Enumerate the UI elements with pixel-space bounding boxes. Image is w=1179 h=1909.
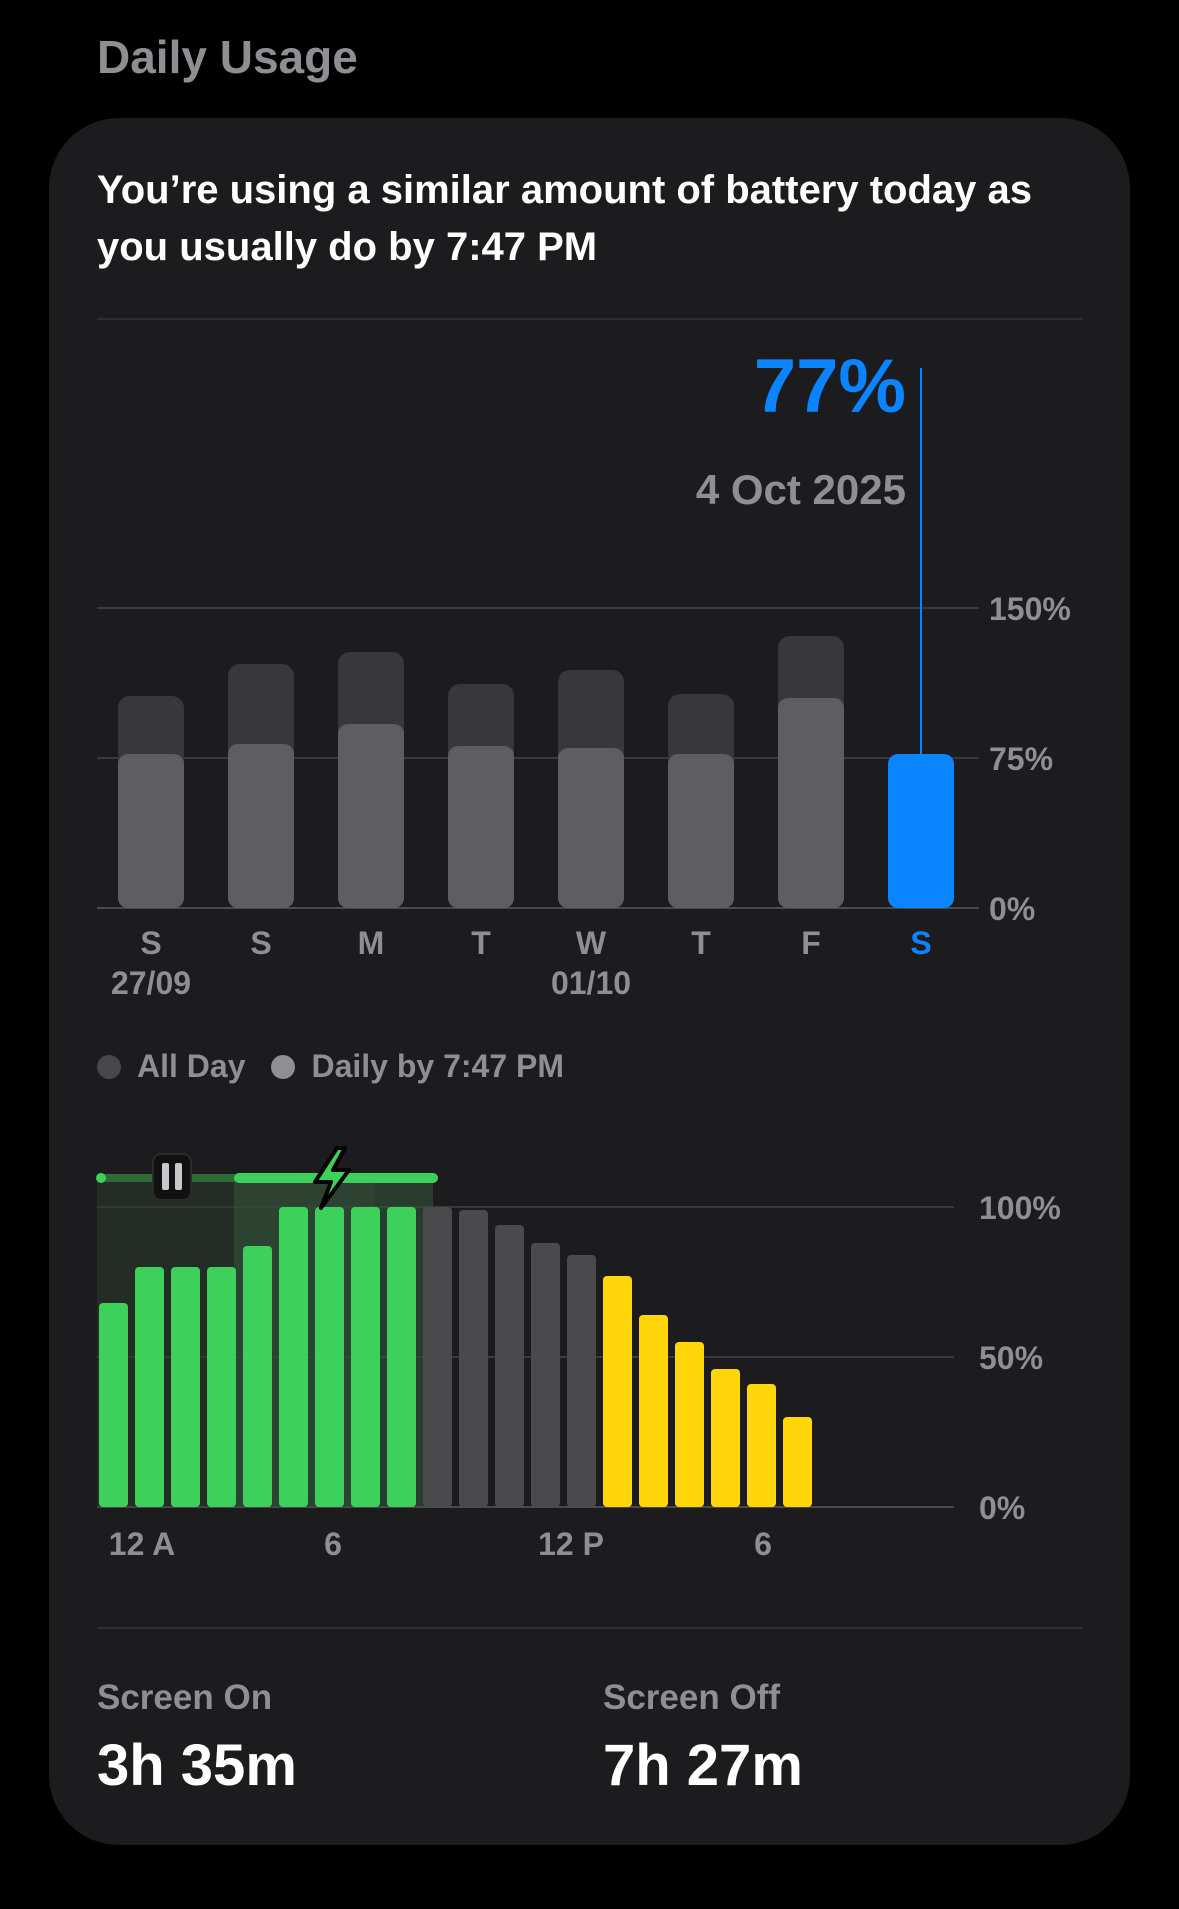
hourly-y-tick-label: 100% [979,1190,1061,1226]
legend-item-by-time: Daily by 7:47 PM [271,1048,564,1085]
selected-percent: 77% [754,344,906,429]
weekly-bar-by-time [118,754,184,908]
weekly-bar-selected [888,754,954,908]
weekly-x-tick-label: S [910,925,931,961]
pause-icon [175,1163,182,1190]
pause-icon [152,1153,192,1201]
hourly-x-tick-label: 12 P [538,1526,604,1562]
hourly-bar [135,1267,164,1507]
screen-off-label: Screen Off [603,1678,780,1717]
hourly-y-tick-label: 0% [979,1490,1025,1526]
hourly-x-tick-label: 12 A [109,1526,175,1562]
hourly-bar [387,1207,416,1507]
hourly-bar [675,1342,704,1507]
weekly-bar-by-time [668,754,734,908]
weekly-bar-by-time [778,698,844,908]
bottom-divider [97,1627,1083,1629]
hourly-bar [99,1303,128,1507]
legend-dot-by-time [271,1054,296,1079]
weekly-x-tick-label: T [691,925,711,961]
weekly-x-tick-label: S [250,925,271,961]
weekly-y-tick-label: 150% [989,591,1071,627]
screen-on-label: Screen On [97,1678,273,1717]
hourly-bar [279,1207,308,1507]
hourly-x-tick-label: 6 [754,1526,772,1562]
weekly-bar-by-time [558,748,624,908]
weekly-x-date-label: 01/10 [551,965,631,1001]
lightning-icon [313,1146,351,1210]
hourly-bar [243,1246,272,1507]
usage-headline: You’re using a similar amount of battery… [97,168,1033,269]
weekly-y-tick-label: 75% [989,741,1053,777]
paused-indicator-dot [96,1173,106,1183]
hourly-bar [171,1267,200,1507]
legend-item-all-day: All Day [97,1048,245,1085]
weekly-x-tick-label: F [801,925,821,961]
daily-usage-card: You’re using a similar amount of battery… [49,118,1130,1845]
chart-legend: All Day Daily by 7:47 PM [97,1048,590,1085]
weekly-y-tick-label: 0% [989,891,1035,927]
legend-label-by-time: Daily by 7:47 PM [311,1048,565,1084]
weekly-x-tick-label: S [140,925,161,961]
hourly-bar [567,1255,596,1507]
hourly-bar [459,1210,488,1507]
screen-on-value: 3h 35m [97,1733,297,1798]
weekly-x-tick-label: M [358,925,385,961]
hourly-bar [315,1207,344,1507]
weekly-x-date-label: 27/09 [111,965,191,1001]
hourly-x-tick-label: 6 [324,1526,342,1562]
top-divider [97,318,1083,320]
hourly-bar [639,1315,668,1507]
weekly-bar-by-time [228,744,294,908]
hourly-bar [351,1207,380,1507]
hourly-bar [207,1267,236,1507]
hourly-battery-chart[interactable]: 100% 50% 0% 12 A 6 12 P 6 [49,118,1130,1618]
hourly-bar [495,1225,524,1507]
weekly-x-tick-label: W [576,925,607,961]
legend-label-all-day: All Day [137,1048,246,1084]
section-title: Daily Usage [97,31,358,83]
screen-off-stat: Screen Off 7h 27m [603,1678,803,1799]
weekly-x-tick-label: T [471,925,491,961]
screen-off-value: 7h 27m [603,1733,803,1798]
hourly-bar [747,1384,776,1507]
screen-on-stat: Screen On 3h 35m [97,1678,297,1799]
selected-date: 4 Oct 2025 [696,466,906,513]
pause-icon [162,1163,169,1190]
hourly-bar [423,1207,452,1507]
hourly-bar [531,1243,560,1507]
legend-dot-all-day [97,1054,121,1079]
hourly-bar [711,1369,740,1507]
weekly-bar-by-time [448,746,514,908]
hourly-bar [783,1417,812,1507]
hourly-bar [603,1276,632,1507]
weekly-bar-by-time [338,724,404,908]
weekly-battery-chart[interactable]: 150% 75% 0% S 27/09 S M T W 01/10 T F 77% 4 Oct 2025 S [49,118,1130,1018]
hourly-y-tick-label: 50% [979,1340,1043,1376]
